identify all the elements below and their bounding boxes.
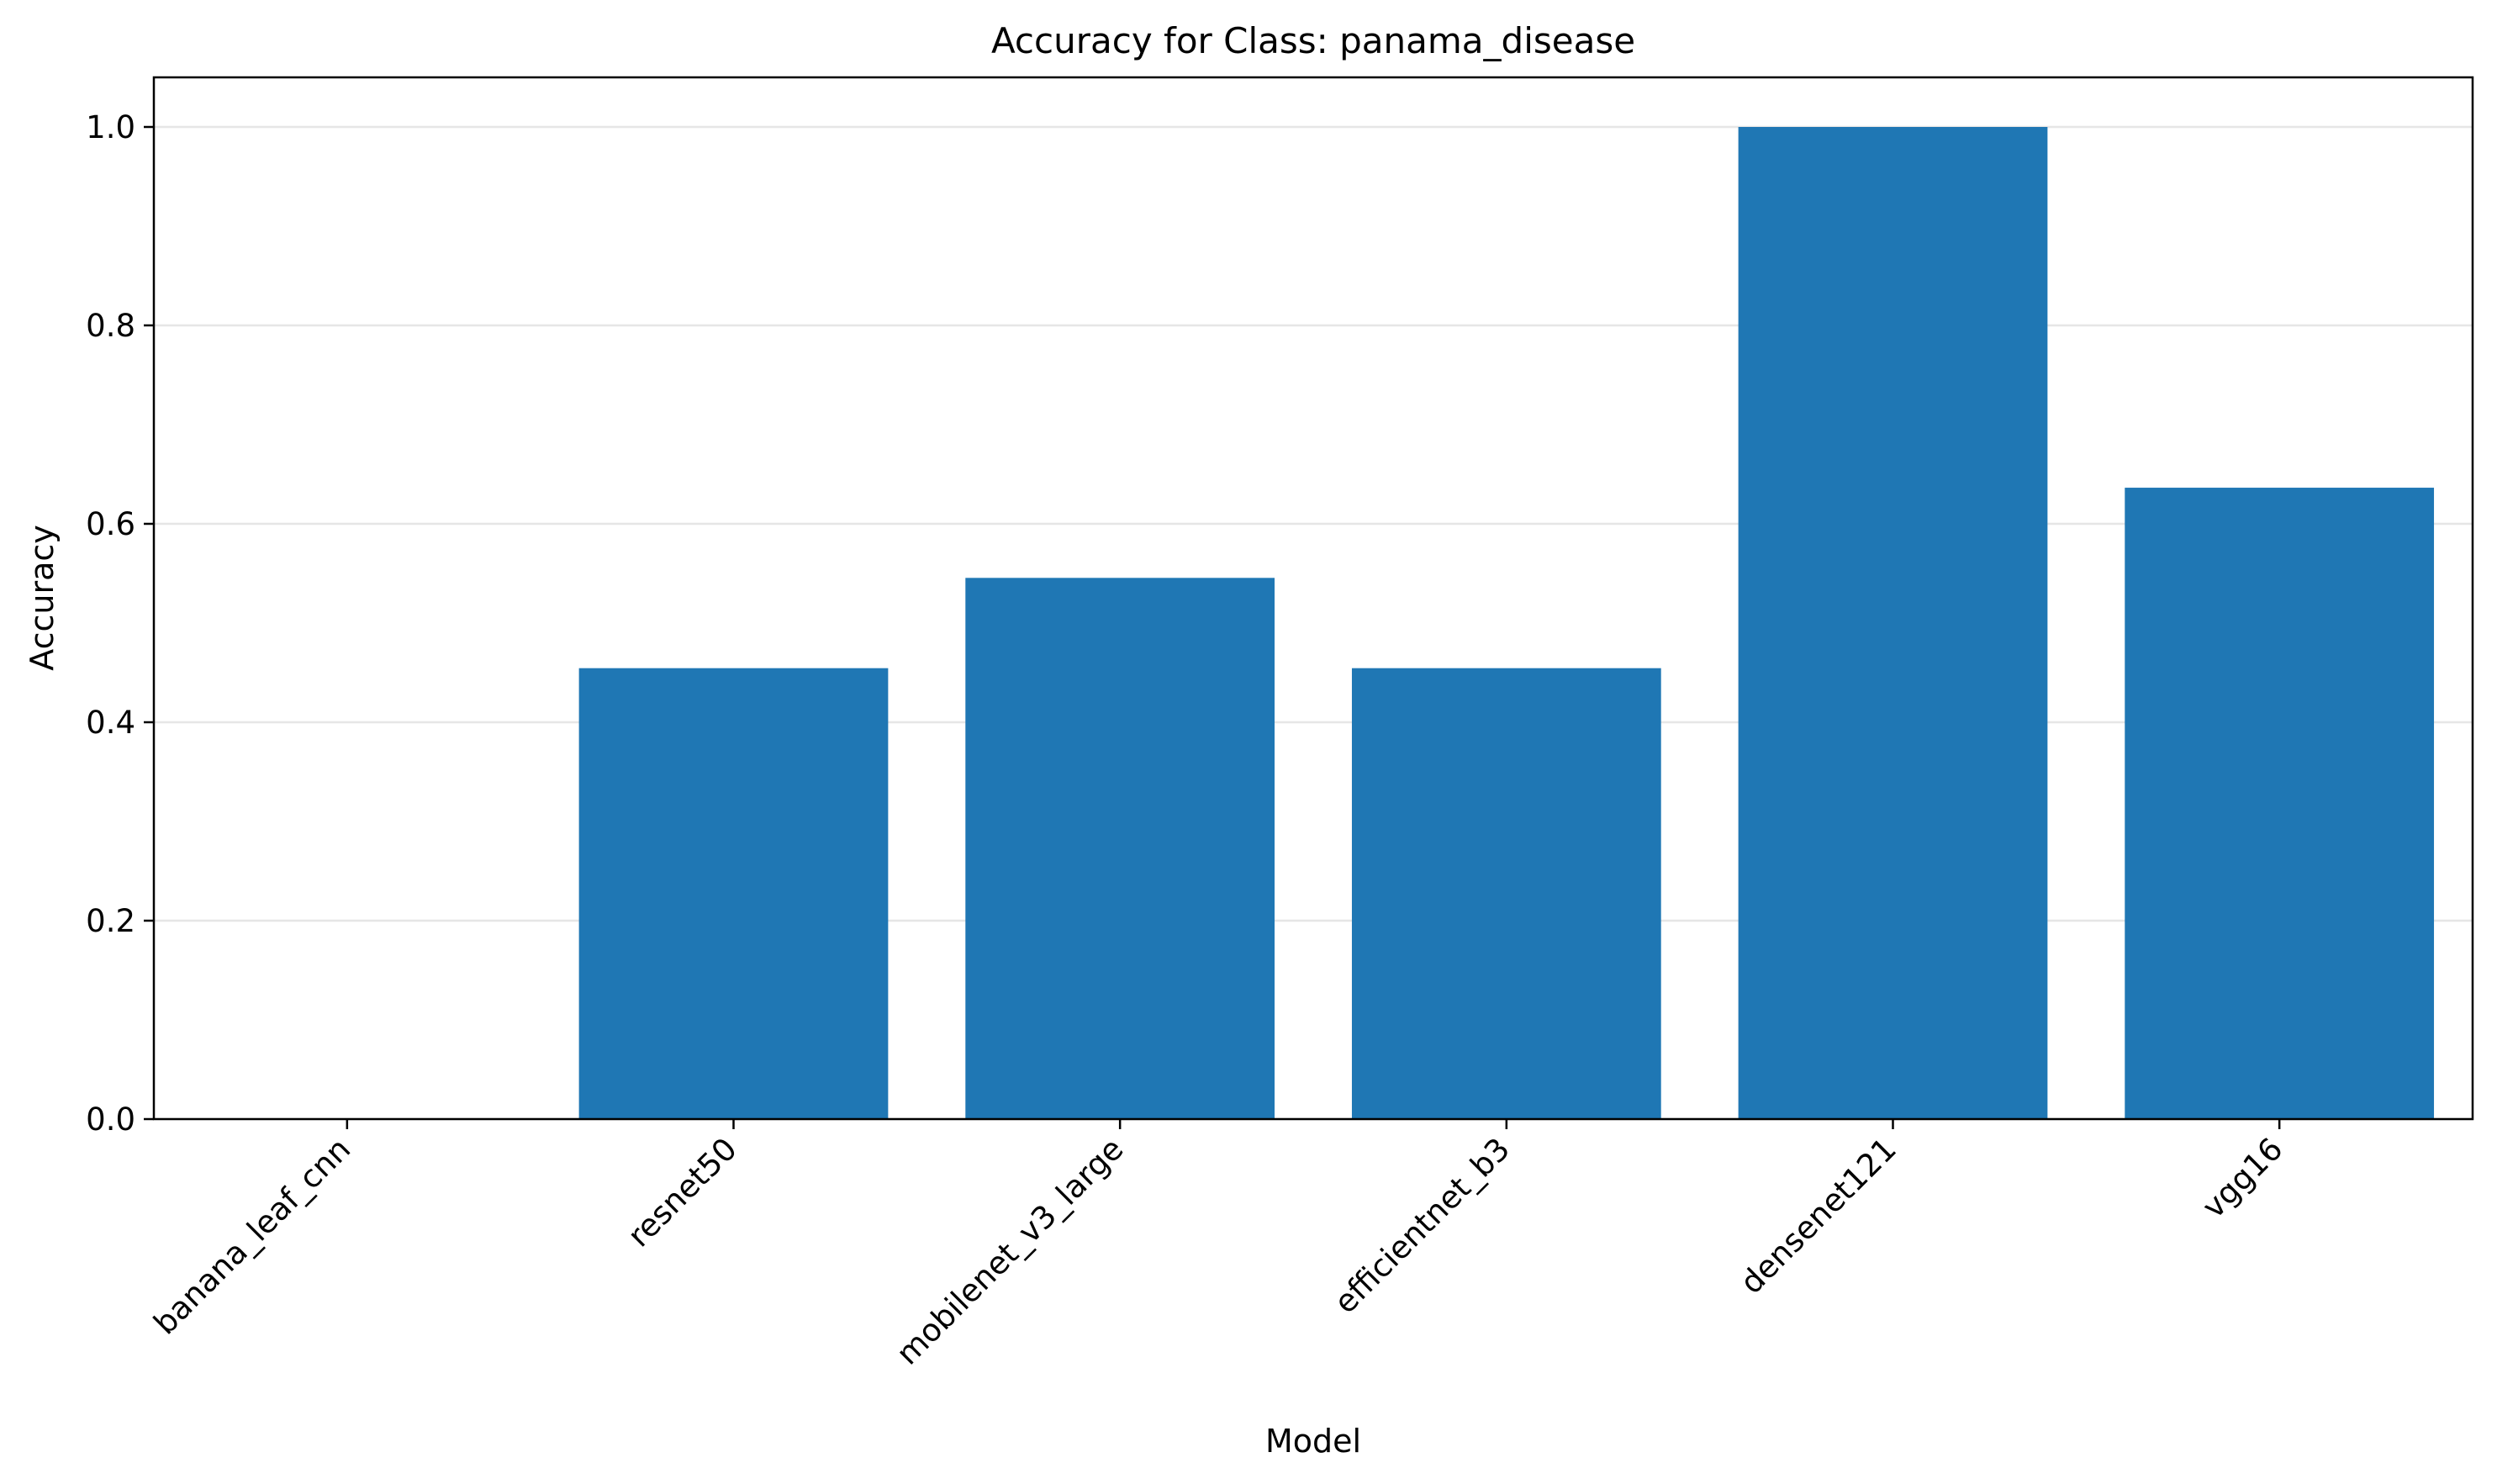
y-tick-label: 1.0 — [86, 109, 135, 145]
y-tick-label: 0.8 — [86, 308, 135, 344]
y-tick-label: 0.2 — [86, 903, 135, 939]
bars — [578, 127, 2435, 1119]
bar — [1738, 127, 2048, 1119]
chart-title: Accuracy for Class: panama_disease — [991, 20, 1635, 61]
bar — [965, 578, 1275, 1119]
bar — [1351, 668, 1661, 1119]
y-tick-label: 0.4 — [86, 705, 135, 741]
x-axis-label: Model — [1265, 1423, 1361, 1460]
y-axis-label: Accuracy — [24, 525, 61, 671]
plot-frame — [152, 76, 2474, 1121]
y-tick-label: 0.6 — [86, 506, 135, 542]
bar — [578, 668, 889, 1119]
y-axis: 0.0 0.2 0.4 0.6 0.8 1.0 — [86, 109, 154, 1138]
y-tick-label: 0.0 — [86, 1101, 135, 1138]
bar — [2125, 488, 2435, 1119]
